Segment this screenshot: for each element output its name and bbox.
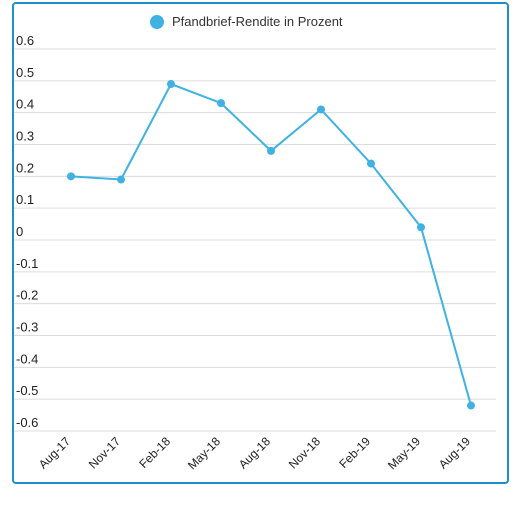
data-point[interactable] (417, 223, 425, 232)
x-tick-label: Nov-18 (286, 434, 323, 471)
data-point[interactable] (67, 172, 75, 181)
x-axis-ticks: Aug-17 Nov-17 Feb-18 May-18 Aug-18 Nov-18 Feb-… (36, 434, 473, 472)
grid-layer (14, 48, 496, 432)
x-tick-label: Aug-17 (36, 434, 73, 471)
data-point[interactable] (217, 99, 225, 108)
data-point[interactable] (117, 175, 125, 184)
data-point[interactable] (367, 159, 375, 168)
y-tick-label: -0.3 (16, 320, 38, 335)
y-tick-label: 0.2 (16, 160, 34, 175)
legend: Pfandbrief-Rendite in Prozent (150, 14, 343, 29)
y-tick-label: 0.4 (16, 97, 34, 112)
data-point[interactable] (167, 80, 175, 89)
x-tick-label: May-19 (385, 434, 423, 472)
y-tick-label: 0.3 (16, 129, 34, 144)
legend-marker (150, 15, 164, 29)
y-tick-label: -0.1 (16, 256, 38, 271)
data-point[interactable] (467, 401, 475, 410)
y-tick-label: -0.4 (16, 351, 38, 366)
y-tick-label: -0.2 (16, 288, 38, 303)
x-tick-label: Aug-19 (436, 434, 473, 471)
x-tick-label: Feb-19 (336, 434, 373, 471)
y-tick-label: -0.5 (16, 383, 38, 398)
x-tick-label: May-18 (185, 434, 223, 472)
y-tick-label: 0.6 (16, 33, 34, 48)
data-point[interactable] (267, 146, 275, 155)
data-point[interactable] (317, 105, 325, 114)
x-tick-label: Aug-18 (236, 434, 273, 471)
y-tick-label: -0.6 (16, 415, 38, 430)
x-tick-label: Feb-18 (136, 434, 173, 471)
series-line (70, 82, 472, 406)
y-tick-label: 0.5 (16, 65, 34, 80)
y-tick-label: 0.1 (16, 192, 34, 207)
legend-label: Pfandbrief-Rendite in Prozent (172, 14, 343, 29)
x-tick-label: Nov-17 (86, 434, 123, 471)
y-tick-label: 0 (16, 224, 23, 239)
series-layer (67, 80, 475, 410)
y-axis-ticks: 0.6 0.5 0.4 0.3 0.2 0.1 0 -0.1 -0.2 -0.3 -0.4 -0.5 -… (16, 33, 38, 430)
